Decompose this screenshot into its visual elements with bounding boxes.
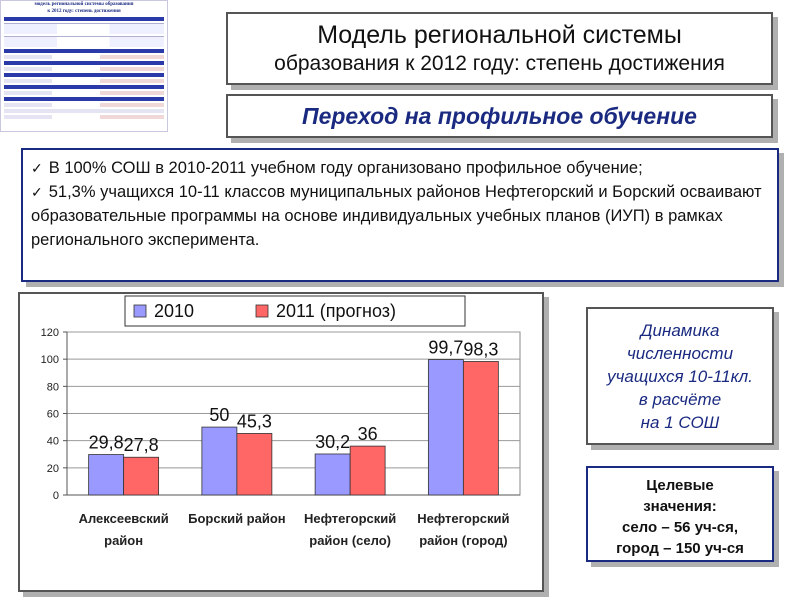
subtitle-box: Переход на профильное обучение: [226, 94, 773, 138]
bar-2010: [88, 454, 125, 496]
dynamics-line-2: численности: [626, 344, 734, 363]
dynamics-line-4: в расчёте: [638, 390, 722, 409]
data-label: 30,2: [315, 432, 350, 452]
bar-2011: [123, 456, 160, 496]
target-line-4: город – 150 уч-ся: [616, 540, 744, 557]
x-tick-label: Алексеевский: [79, 511, 169, 526]
bar-2010: [201, 426, 238, 496]
target-line-3: село – 56 уч-ся,: [621, 519, 738, 536]
legend: [124, 295, 466, 327]
target-box: Целевые значения: село – 56 уч-ся, город…: [586, 466, 774, 562]
y-tick-label: 100: [41, 354, 59, 366]
bar-2010: [314, 453, 351, 496]
checkmark-icon: ✓: [31, 160, 43, 176]
dynamics-line-5: на 1 СОШ: [640, 413, 720, 432]
bar-2011: [236, 433, 273, 496]
dynamics-box: Динамика численности учащихся 10-11кл. в…: [586, 307, 774, 445]
y-tick-label: 20: [47, 463, 59, 475]
x-tick-label: Нефтегорский: [304, 511, 396, 526]
bullet-1: ✓ В 100% СОШ в 2010-2011 учебном году орг…: [31, 156, 767, 180]
x-tick-label: район (село): [309, 533, 391, 548]
x-tick-label: Борский район: [188, 511, 286, 526]
bar-2010: [427, 359, 464, 496]
thumbnail-title-line1: модель региональной системы образования: [34, 2, 134, 7]
y-tick-label: 60: [47, 409, 59, 421]
bullet-1-text: В 100% СОШ в 2010-2011 учебном году орга…: [48, 159, 643, 177]
x-tick-label: район: [104, 533, 143, 548]
bullet-2: ✓ 51,3% учащихся 10-11 классов муниципаль…: [31, 180, 767, 252]
bar-2011: [349, 445, 386, 496]
page-title-line1: Модель региональной системы: [317, 21, 682, 49]
y-tick-label: 0: [53, 490, 59, 502]
data-label: 29,8: [89, 433, 124, 453]
target-line-2: значения:: [643, 498, 717, 515]
data-label: 99,7: [428, 338, 463, 358]
legend-swatch: [255, 304, 269, 318]
data-label: 36: [358, 424, 378, 444]
legend-swatch: [133, 304, 147, 318]
bar-chart: 0 20 40 60 80 100 120 29,8 27,8 Алексеевский район…: [41, 295, 521, 548]
y-tick-label: 120: [41, 327, 59, 339]
thumbnail-title-line2: к 2012 году: степень достижения: [47, 9, 121, 14]
x-tick-label: Нефтегорский: [417, 511, 509, 526]
slide-thumbnail: модель региональной системы образования …: [0, 0, 168, 132]
bullet-2-text: 51,3% учащихся 10-11 классов муниципальн…: [31, 183, 762, 249]
page-subtitle: Переход на профильное обучение: [302, 103, 697, 129]
y-tick-label: 40: [47, 436, 59, 448]
checkmark-icon: ✓: [31, 184, 43, 200]
title-box: Модель региональной системы образования …: [226, 12, 773, 85]
legend-label: 2010: [154, 301, 194, 321]
page-title-line2: образования к 2012 году: степень достиже…: [274, 52, 725, 75]
legend-label: 2011 (прогноз): [276, 301, 396, 321]
data-label: 27,8: [124, 435, 159, 455]
dynamics-line-3: учащихся 10-11кл.: [607, 367, 753, 386]
data-label: 98,3: [463, 339, 498, 359]
y-tick-label: 80: [47, 381, 59, 393]
target-line-1: Целевые: [646, 477, 714, 494]
x-tick-label: район (город): [419, 533, 507, 548]
chart-frame: 0 20 40 60 80 100 120 29,8 27,8 Алексеевский район…: [18, 292, 544, 592]
bar-2011: [462, 361, 499, 496]
info-box: ✓ В 100% СОШ в 2010-2011 учебном году орг…: [21, 148, 779, 282]
data-label: 50: [209, 405, 229, 425]
dynamics-line-1: Динамика: [640, 321, 720, 340]
data-label: 45,3: [237, 411, 272, 431]
